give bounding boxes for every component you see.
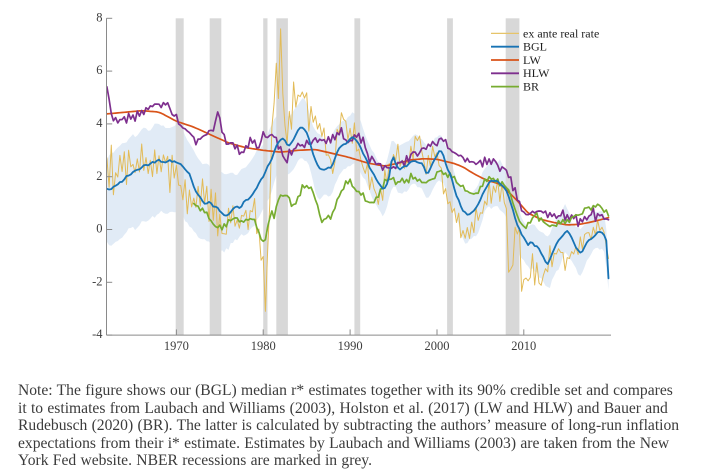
svg-text:6: 6	[96, 63, 102, 77]
svg-text:BR: BR	[523, 80, 539, 94]
svg-text:2010: 2010	[511, 339, 536, 353]
svg-text:2000: 2000	[425, 339, 450, 353]
svg-text:-2: -2	[92, 274, 102, 288]
svg-text:-4: -4	[92, 327, 103, 341]
svg-text:BGL: BGL	[523, 40, 547, 54]
svg-text:LW: LW	[523, 53, 541, 67]
svg-text:1990: 1990	[338, 339, 363, 353]
svg-text:1980: 1980	[251, 339, 276, 353]
svg-text:1970: 1970	[164, 339, 189, 353]
svg-text:0: 0	[96, 222, 102, 236]
svg-text:8: 8	[96, 10, 102, 24]
svg-text:HLW: HLW	[523, 66, 550, 80]
svg-text:ex ante real rate: ex ante real rate	[523, 26, 599, 40]
svg-text:4: 4	[96, 116, 103, 130]
svg-text:2: 2	[96, 169, 102, 183]
